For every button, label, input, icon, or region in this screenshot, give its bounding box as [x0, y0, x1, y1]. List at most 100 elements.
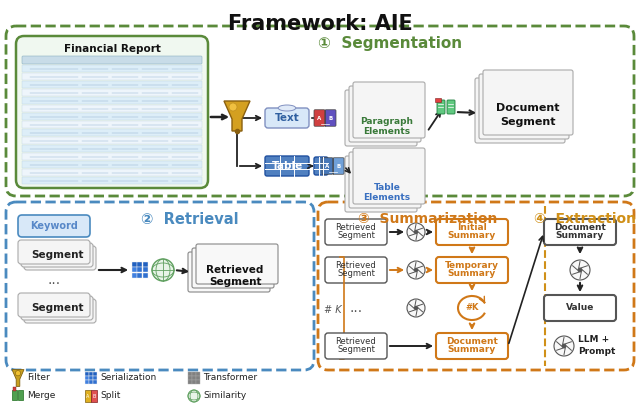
Text: ...: ... — [47, 273, 61, 287]
Text: Retrieved: Retrieved — [335, 223, 376, 233]
FancyBboxPatch shape — [22, 137, 202, 144]
FancyBboxPatch shape — [22, 177, 202, 184]
Text: Similarity: Similarity — [203, 391, 246, 401]
Circle shape — [152, 259, 174, 281]
Text: #K: #K — [465, 304, 479, 312]
Text: Document: Document — [496, 103, 560, 113]
Circle shape — [15, 371, 20, 376]
Text: Segment: Segment — [337, 231, 375, 240]
Circle shape — [407, 261, 425, 279]
Text: Retrieved: Retrieved — [335, 262, 376, 270]
FancyBboxPatch shape — [22, 121, 202, 128]
FancyBboxPatch shape — [325, 257, 387, 283]
FancyBboxPatch shape — [325, 110, 336, 126]
Text: Serialization: Serialization — [100, 374, 156, 382]
Text: Paragraph: Paragraph — [360, 117, 413, 126]
FancyBboxPatch shape — [22, 56, 202, 64]
Text: ①  Segmentation: ① Segmentation — [318, 36, 462, 51]
Bar — [91, 390, 97, 402]
Text: Segment: Segment — [337, 270, 375, 278]
Bar — [85, 390, 91, 402]
Bar — [196, 380, 200, 384]
FancyBboxPatch shape — [22, 129, 202, 136]
FancyBboxPatch shape — [479, 74, 569, 139]
Text: Document: Document — [554, 223, 606, 233]
Text: Summary: Summary — [448, 231, 496, 240]
FancyBboxPatch shape — [322, 158, 333, 174]
Circle shape — [554, 336, 574, 356]
Circle shape — [413, 268, 419, 272]
Bar — [138, 262, 142, 267]
FancyBboxPatch shape — [24, 246, 96, 270]
Text: Filter: Filter — [27, 374, 50, 382]
Text: Segment: Segment — [31, 250, 83, 260]
FancyBboxPatch shape — [16, 36, 208, 188]
Text: Elements: Elements — [364, 127, 411, 136]
Ellipse shape — [278, 105, 296, 111]
Bar — [93, 380, 97, 384]
Text: Text: Text — [275, 113, 300, 123]
Text: Summary: Summary — [556, 231, 604, 240]
Bar — [85, 376, 88, 379]
FancyBboxPatch shape — [22, 73, 202, 80]
Text: Document: Document — [446, 337, 498, 347]
Circle shape — [570, 260, 590, 280]
Bar — [85, 380, 88, 384]
Text: Framework: AIE: Framework: AIE — [228, 14, 412, 34]
FancyBboxPatch shape — [436, 257, 508, 283]
Circle shape — [407, 223, 425, 241]
FancyBboxPatch shape — [544, 295, 616, 321]
Text: ③  Summarization: ③ Summarization — [358, 212, 498, 226]
FancyBboxPatch shape — [22, 153, 202, 160]
FancyBboxPatch shape — [436, 333, 508, 359]
Circle shape — [407, 299, 425, 317]
FancyBboxPatch shape — [265, 108, 309, 128]
FancyBboxPatch shape — [196, 244, 278, 284]
FancyBboxPatch shape — [22, 97, 202, 104]
Bar — [196, 376, 200, 379]
FancyBboxPatch shape — [353, 148, 425, 204]
Bar — [192, 372, 195, 376]
Text: Retrieved: Retrieved — [335, 337, 376, 347]
Text: Prompt: Prompt — [578, 347, 616, 356]
FancyBboxPatch shape — [22, 145, 202, 152]
FancyBboxPatch shape — [349, 152, 421, 208]
Bar — [143, 267, 147, 272]
Bar — [192, 380, 195, 384]
Bar — [89, 372, 93, 376]
FancyBboxPatch shape — [22, 161, 202, 168]
FancyBboxPatch shape — [22, 105, 202, 112]
FancyBboxPatch shape — [192, 248, 274, 288]
Text: Initial: Initial — [457, 223, 487, 233]
FancyBboxPatch shape — [436, 219, 508, 245]
Polygon shape — [224, 101, 250, 131]
FancyBboxPatch shape — [18, 240, 90, 264]
Circle shape — [188, 390, 200, 402]
Text: ②  Retrieval: ② Retrieval — [141, 212, 239, 227]
Bar — [12, 390, 17, 400]
Text: ...: ... — [349, 301, 363, 315]
Text: A: A — [325, 163, 330, 168]
Text: Segment: Segment — [337, 346, 375, 354]
FancyBboxPatch shape — [21, 243, 93, 267]
Bar — [132, 272, 137, 277]
Bar — [188, 380, 191, 384]
Bar — [132, 262, 137, 267]
FancyBboxPatch shape — [21, 296, 93, 320]
FancyBboxPatch shape — [22, 113, 202, 120]
FancyBboxPatch shape — [345, 90, 417, 146]
Text: B: B — [328, 116, 333, 121]
Bar — [93, 372, 97, 376]
Text: Financial Report: Financial Report — [63, 44, 161, 54]
Text: Retrieved: Retrieved — [206, 265, 264, 275]
Bar — [132, 267, 137, 272]
Circle shape — [561, 344, 566, 349]
Circle shape — [413, 230, 419, 234]
Bar — [93, 376, 97, 379]
Text: Segment: Segment — [209, 277, 261, 287]
FancyBboxPatch shape — [24, 299, 96, 323]
FancyBboxPatch shape — [314, 157, 328, 175]
Text: Summary: Summary — [448, 346, 496, 354]
FancyBboxPatch shape — [345, 156, 417, 212]
Bar — [196, 372, 200, 376]
